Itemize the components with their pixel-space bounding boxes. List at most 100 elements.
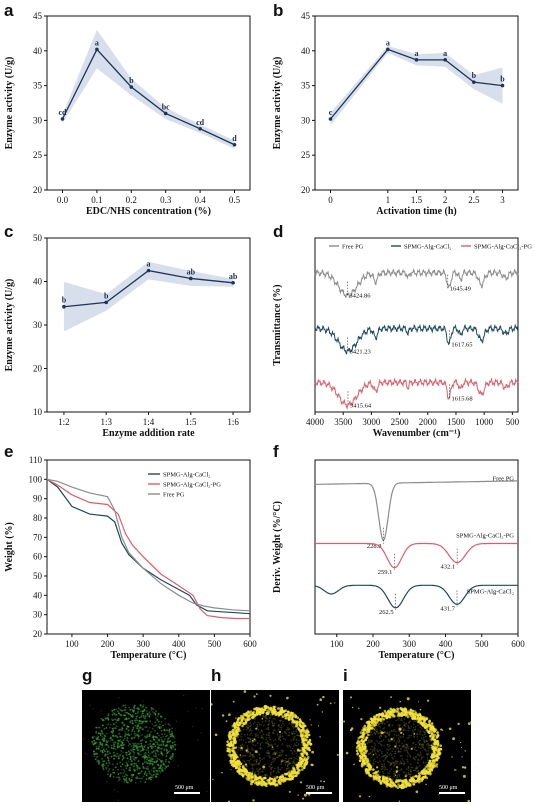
fluorescence-speck bbox=[133, 754, 135, 756]
fluorescence-speck bbox=[303, 793, 307, 797]
fluorescence-speck bbox=[407, 729, 410, 732]
fluorescence-speck bbox=[379, 771, 381, 773]
fluorescence-speck bbox=[410, 734, 412, 737]
fluorescence-speck bbox=[426, 757, 429, 759]
fluorescence-speck bbox=[412, 726, 415, 729]
fluorescence-speck bbox=[303, 749, 306, 752]
fluorescence-speck bbox=[155, 755, 157, 758]
fluorescence-speck bbox=[277, 713, 281, 717]
fluorescence-speck bbox=[322, 695, 325, 699]
fluorescence-speck bbox=[255, 758, 258, 761]
fluorescence-speck bbox=[123, 777, 125, 780]
fluorescence-speck bbox=[467, 722, 471, 725]
fluorescence-speck bbox=[250, 724, 252, 726]
fluorescence-speck bbox=[169, 744, 172, 747]
fluorescence-speck bbox=[394, 761, 397, 763]
fluorescence-speck bbox=[144, 751, 147, 754]
fluorescence-speck bbox=[433, 727, 436, 731]
fluorescence-speck bbox=[303, 762, 307, 765]
fluorescence-speck bbox=[144, 771, 147, 774]
fluorescence-speck bbox=[414, 758, 416, 761]
fluorescence-speck bbox=[247, 715, 250, 718]
fluorescence-speck bbox=[378, 735, 381, 738]
fluorescence-speck bbox=[146, 767, 149, 770]
fluorescence-speck bbox=[269, 767, 272, 769]
data-point bbox=[328, 117, 333, 121]
fluorescence-speck bbox=[124, 704, 127, 707]
fluorescence-speck bbox=[379, 722, 381, 724]
fluorescence-speck bbox=[309, 719, 311, 721]
fluorescence-speck bbox=[135, 745, 137, 748]
fluorescence-speck bbox=[407, 783, 410, 785]
fluorescence-speck bbox=[398, 741, 400, 744]
fluorescence-speck bbox=[272, 739, 275, 742]
fluorescence-speck bbox=[146, 720, 148, 723]
fluorescence-speck bbox=[264, 782, 268, 785]
fluorescence-speck bbox=[233, 726, 237, 730]
fluorescence-speck bbox=[226, 747, 229, 750]
fluorescence-speck bbox=[380, 744, 383, 746]
fluorescence-speck bbox=[125, 779, 128, 782]
fluorescence-speck bbox=[385, 784, 389, 788]
fluorescence-speck bbox=[277, 767, 280, 769]
fluorescence-speck bbox=[370, 739, 372, 741]
fluorescence-speck bbox=[111, 727, 114, 730]
fluorescence-speck bbox=[156, 760, 158, 762]
fluorescence-speck bbox=[260, 784, 264, 787]
fluorescence-speck bbox=[168, 740, 171, 743]
fluorescence-speck bbox=[136, 766, 139, 769]
legend-label: SPMG-Alg-CaCl₂-PG bbox=[474, 244, 532, 251]
micrograph-i-fluorescence bbox=[343, 696, 471, 802]
fluorescence-speck bbox=[367, 739, 370, 741]
fluorescence-speck bbox=[142, 705, 145, 708]
fluorescence-speck bbox=[138, 743, 140, 745]
fluorescence-speck bbox=[105, 767, 108, 770]
fluorescence-speck bbox=[133, 705, 136, 707]
fluorescence-speck bbox=[355, 749, 359, 752]
fluorescence-speck bbox=[139, 722, 142, 725]
fluorescence-speck bbox=[154, 712, 157, 715]
fluorescence-speck bbox=[293, 756, 295, 759]
fluorescence-speck bbox=[369, 727, 372, 731]
fluorescence-speck bbox=[375, 729, 377, 732]
fluorescence-speck bbox=[137, 777, 139, 780]
fluorescence-speck bbox=[96, 753, 99, 755]
panel-label-a: a bbox=[4, 1, 14, 20]
fluorescence-speck bbox=[152, 764, 154, 767]
fluorescence-speck bbox=[163, 763, 165, 766]
fluorescence-speck bbox=[98, 761, 100, 764]
fluorescence-speck bbox=[134, 721, 137, 724]
fluorescence-speck bbox=[112, 723, 115, 726]
panel-label-f: f bbox=[273, 442, 279, 461]
fluorescence-speck bbox=[134, 734, 137, 737]
fluorescence-speck bbox=[155, 773, 158, 776]
fluorescence-speck bbox=[267, 750, 269, 752]
fluorescence-speck bbox=[269, 775, 271, 778]
fluorescence-speck bbox=[101, 751, 104, 753]
fluorescence-speck bbox=[145, 767, 148, 770]
fluorescence-speck bbox=[405, 711, 409, 714]
fluorescence-speck bbox=[379, 729, 382, 731]
fluorescence-speck bbox=[382, 722, 384, 724]
significance-letter: c bbox=[329, 108, 333, 117]
fluorescence-speck bbox=[117, 739, 120, 742]
fluorescence-speck bbox=[145, 726, 148, 729]
fluorescence-speck bbox=[148, 735, 151, 738]
fluorescence-speck bbox=[125, 761, 128, 764]
fluorescence-speck bbox=[277, 770, 279, 773]
y-tick-label: 80 bbox=[33, 513, 43, 523]
fluorescence-speck bbox=[271, 743, 273, 746]
fluorescence-speck bbox=[405, 722, 408, 725]
fluorescence-speck bbox=[247, 724, 249, 727]
x-tick-label: 2000 bbox=[419, 417, 438, 427]
fluorescence-speck bbox=[415, 720, 417, 722]
fluorescence-speck bbox=[135, 733, 137, 736]
fluorescence-speck bbox=[152, 708, 155, 711]
fluorescence-speck bbox=[156, 718, 159, 721]
fluorescence-speck bbox=[397, 779, 400, 782]
fluorescence-speck bbox=[288, 722, 291, 725]
fluorescence-speck bbox=[146, 734, 149, 737]
fluorescence-speck bbox=[304, 739, 307, 742]
fluorescence-speck bbox=[237, 760, 240, 764]
fluorescence-speck bbox=[405, 743, 407, 745]
